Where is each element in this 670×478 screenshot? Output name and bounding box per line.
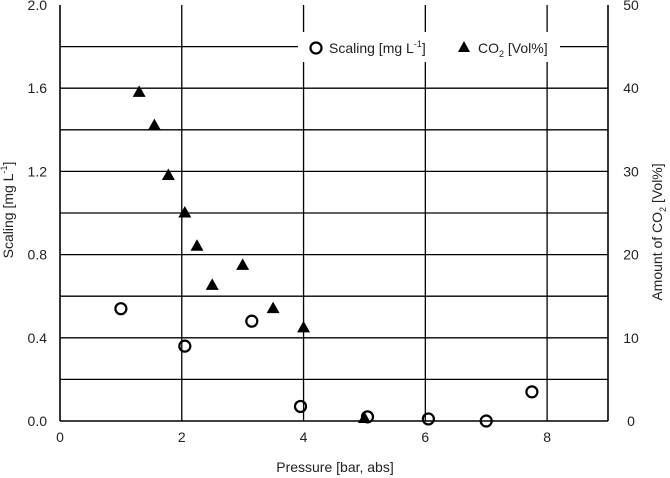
right-y-tick-label: 0: [627, 413, 635, 429]
x-tick-label: 0: [56, 429, 64, 445]
legend: Scaling [mg L-1] CO2 [Vol%]: [298, 32, 560, 62]
co2-point: [132, 85, 146, 97]
scaling-point: [525, 385, 539, 399]
x-tick-label: 6: [421, 429, 429, 445]
co2-point: [178, 206, 192, 218]
co2-point: [297, 320, 311, 333]
x-axis-ticks: 0 2 4 6 8: [56, 429, 551, 445]
scaling-point: [293, 399, 308, 414]
co2-point: [147, 118, 161, 131]
scaling-series: [114, 302, 539, 428]
left-y-tick-label: 0.8: [28, 247, 48, 263]
co2-point: [236, 258, 250, 270]
right-y-tick-label: 30: [623, 163, 639, 179]
co2-point: [266, 301, 280, 314]
x-tick-label: 8: [543, 429, 551, 445]
right-y-axis-title: Amount of CO2 [Vol%]: [649, 163, 668, 300]
co2-point: [205, 278, 219, 290]
scaling-point: [114, 302, 128, 316]
left-y-tick-label: 0.0: [28, 413, 48, 429]
x-tick-label: 2: [178, 429, 186, 445]
left-y-tick-label: 0.4: [28, 330, 48, 346]
right-y-tick-label: 10: [623, 330, 639, 346]
x-axis-title: Pressure [bar, abs]: [276, 459, 394, 475]
right-y-axis-ticks: 0 10 20 30 40 50: [623, 0, 639, 429]
legend-triangle-marker: [458, 41, 470, 52]
co2-series: [132, 85, 371, 424]
co2-point: [190, 239, 204, 251]
plot-frame: [59, 5, 609, 422]
scaling-point: [245, 314, 259, 328]
co2-point: [161, 168, 175, 181]
left-y-axis-title: Scaling [mg L-1]: [0, 162, 16, 259]
grid-lines: [60, 5, 608, 421]
right-y-tick-label: 20: [623, 247, 639, 263]
scaling-point: [421, 412, 435, 426]
right-y-tick-label: 50: [623, 0, 639, 13]
scaling-point: [178, 339, 192, 353]
legend-circle-marker: [309, 41, 323, 55]
legend-background: [298, 32, 560, 62]
co2-point: [357, 411, 371, 424]
scaling-point: [479, 414, 493, 428]
left-y-axis-ticks: 0.0 0.4 0.8 1.2 1.6 2.0: [28, 0, 48, 429]
left-y-tick-label: 1.2: [28, 163, 48, 179]
legend-co2-label: CO2 [Vol%]: [478, 40, 548, 59]
left-y-tick-label: 1.6: [28, 80, 48, 96]
legend-scaling-label: Scaling [mg L-1]: [329, 39, 426, 56]
x-tick-label: 4: [300, 429, 308, 445]
left-y-tick-label: 2.0: [28, 0, 48, 13]
right-y-tick-label: 40: [623, 80, 639, 96]
